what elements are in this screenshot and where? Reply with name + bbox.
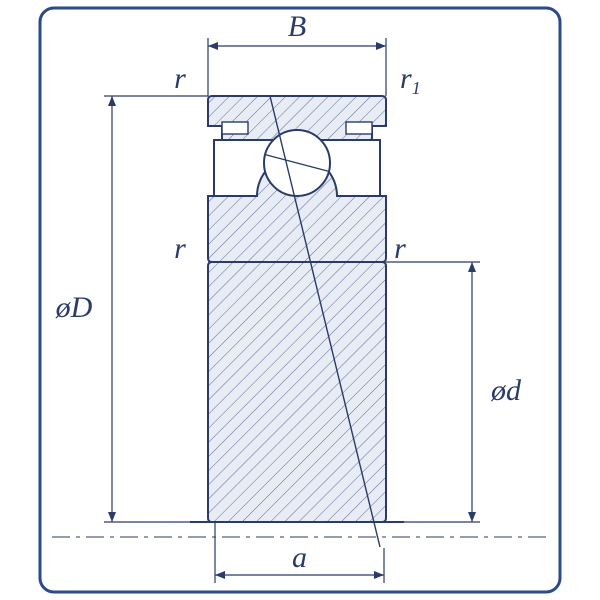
label-r-mid-left: r [174, 232, 186, 265]
label-D: øD [55, 291, 93, 324]
label-r-top-left: r [174, 62, 186, 95]
label-B: B [288, 10, 306, 43]
bearing-cross-section: Ba øD ød r r1 r r [0, 0, 600, 600]
label-a: a [292, 541, 307, 574]
label-d: ød [490, 374, 522, 407]
label-r1: r1 [400, 62, 421, 98]
bearing-diagram-container: { "canvas": { "width": 600, "height": 60… [0, 0, 600, 600]
label-r-mid-right: r [394, 232, 406, 265]
inner-ring-section [208, 262, 386, 522]
